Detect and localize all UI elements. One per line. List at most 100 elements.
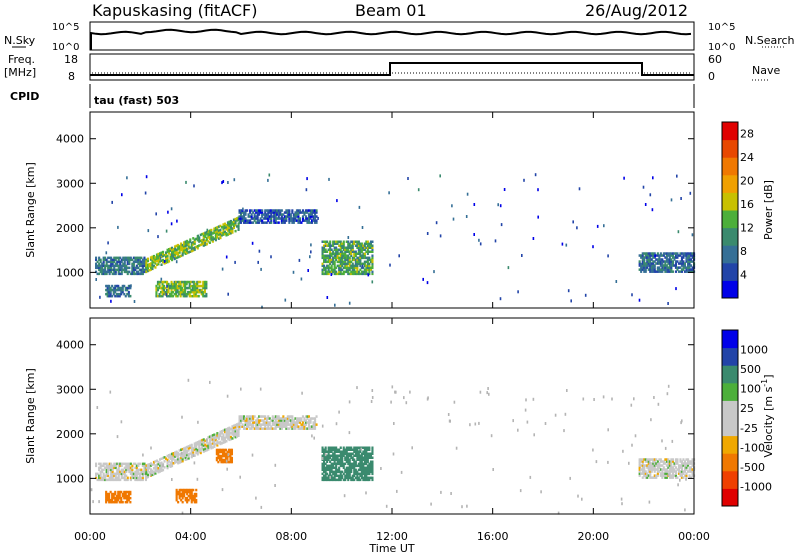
data-cell [105,272,108,276]
data-cell [345,470,348,474]
data-cell [332,244,335,247]
data-cell [138,474,141,478]
data-cell [297,221,300,224]
data-cell [359,252,362,255]
data-cell [223,430,227,434]
data-cell [218,458,222,462]
data-cell [259,419,262,422]
data-cell [98,462,101,466]
data-cell [255,221,258,224]
data-cell [217,225,220,228]
data-cell [350,446,353,449]
data-cell [478,238,480,242]
data-cell [191,286,194,290]
data-cell [339,268,342,272]
data-cell [264,209,267,212]
data-cell [135,272,138,276]
data-cell [664,268,667,271]
data-cell [668,256,671,259]
data-cell [105,284,108,288]
data-cell [171,248,174,252]
data-cell [169,465,172,468]
data-cell [668,470,671,473]
data-cell [177,453,180,457]
data-cell [171,250,174,254]
data-cell [360,456,363,459]
data-cell [102,260,105,264]
data-cell [217,237,220,240]
data-cell [333,266,336,270]
data-cell [356,474,359,478]
data-cell [680,466,684,469]
data-cell [665,474,668,477]
data-cell [194,282,197,286]
data-cell [98,476,101,480]
data-cell [650,268,653,271]
data-cell [151,255,154,259]
data-cell [368,470,371,474]
data-cell [344,270,347,274]
data-cell [665,472,668,475]
data-cell [363,446,366,449]
data-cell [339,244,342,247]
data-cell [95,262,98,266]
data-cell [190,453,193,457]
data-cell [241,419,244,422]
data-cell [166,290,169,294]
data-cell [175,490,178,494]
data-cell [347,446,350,449]
data-cell [329,474,332,478]
data-cell [172,452,175,455]
data-cell [192,488,195,492]
data-cell [158,292,161,296]
data-cell [323,478,326,482]
data-cell [347,472,350,476]
data-cell [327,450,330,453]
data-cell [114,490,117,494]
data-cell [162,464,164,468]
data-cell [124,492,127,496]
data-cell [366,478,369,482]
freq-trace [90,62,694,76]
data-cell [353,448,356,451]
data-cell [126,256,129,260]
data-cell [673,258,676,261]
data-cell [162,258,165,262]
data-cell [208,441,211,444]
data-cell [265,427,268,430]
data-cell [113,260,116,264]
data-cell [109,500,112,504]
data-cell [646,458,649,461]
data-cell [170,294,173,298]
data-cell [244,427,247,430]
data-cell [647,466,650,469]
data-cell [644,460,647,463]
data-cell [253,421,256,424]
data-cell [365,240,368,243]
data-cell [335,470,338,474]
data-cell [193,246,196,249]
data-cell [363,478,366,482]
data-cell [341,470,344,474]
data-cell [185,292,188,296]
data-cell [246,419,249,422]
data-cell [324,446,327,449]
data-cell [306,211,309,214]
data-cell [159,254,162,257]
data-cell [339,250,342,253]
power-cells [95,173,696,309]
data-cell [670,458,673,461]
data-cell [173,282,176,286]
data-cell [271,427,274,430]
data-cell [576,226,578,230]
data-cell [677,468,681,471]
data-cell [149,473,152,477]
data-cell [650,266,653,269]
data-cell [362,446,365,449]
data-cell [353,258,356,262]
data-cell [691,462,694,465]
data-cell [227,448,231,452]
data-cell [193,238,196,241]
data-cell [330,248,333,251]
data-cell [228,432,231,436]
